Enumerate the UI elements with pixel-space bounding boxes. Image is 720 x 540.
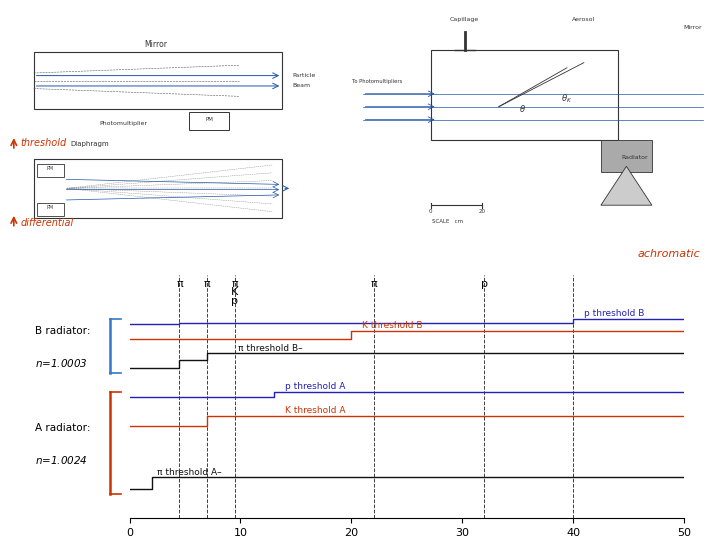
Text: K threshold A: K threshold A	[285, 407, 346, 415]
Text: K threshold B: K threshold B	[362, 321, 423, 330]
Polygon shape	[601, 166, 652, 205]
Text: p threshold B: p threshold B	[584, 309, 644, 318]
Text: $n$=1.0003: $n$=1.0003	[35, 357, 89, 369]
Text: p: p	[231, 296, 238, 306]
Text: PM: PM	[47, 166, 54, 171]
Bar	[189, 112, 229, 130]
Text: Mirror: Mirror	[145, 40, 168, 49]
Text: B radiator:: B radiator:	[35, 326, 91, 336]
Text: 20: 20	[478, 209, 485, 214]
Text: π threshold A–: π threshold A–	[157, 468, 222, 477]
Text: Capillage: Capillage	[450, 17, 480, 22]
Bar	[37, 202, 63, 215]
Text: Diaphragm: Diaphragm	[71, 140, 109, 146]
Text: threshold: threshold	[20, 138, 67, 147]
Text: Mirror: Mirror	[683, 25, 702, 30]
Text: π: π	[176, 279, 183, 289]
Text: PM: PM	[47, 205, 54, 210]
Text: π: π	[204, 279, 210, 289]
Bar	[37, 164, 63, 177]
Text: π: π	[370, 279, 377, 289]
Text: $\theta_K$: $\theta_K$	[561, 92, 572, 105]
Text: achromatic: achromatic	[638, 249, 701, 259]
Text: $\theta$: $\theta$	[519, 103, 526, 114]
Bar	[601, 140, 652, 172]
Text: SCALE   cm: SCALE cm	[432, 219, 463, 224]
Text: p: p	[481, 279, 488, 289]
Text: PM: PM	[205, 117, 213, 122]
Bar	[431, 50, 618, 140]
Text: Particle: Particle	[292, 73, 315, 78]
Text: A radiator:: A radiator:	[35, 423, 91, 434]
Bar	[34, 159, 282, 218]
Text: $n$=1.0024: $n$=1.0024	[35, 454, 88, 466]
Text: To Photomultipliers: To Photomultipliers	[352, 79, 402, 84]
Text: p threshold A: p threshold A	[285, 382, 345, 391]
Text: 0: 0	[429, 209, 433, 214]
Text: π: π	[232, 279, 238, 289]
Text: K: K	[231, 287, 238, 297]
Text: differential: differential	[20, 218, 73, 228]
Text: Aerosol: Aerosol	[572, 17, 595, 22]
Text: Beam: Beam	[292, 84, 310, 89]
Bar	[34, 52, 282, 109]
Text: Photomultiplier: Photomultiplier	[99, 121, 147, 126]
Text: Radiator: Radiator	[621, 154, 648, 159]
Text: π threshold B–: π threshold B–	[238, 343, 303, 353]
